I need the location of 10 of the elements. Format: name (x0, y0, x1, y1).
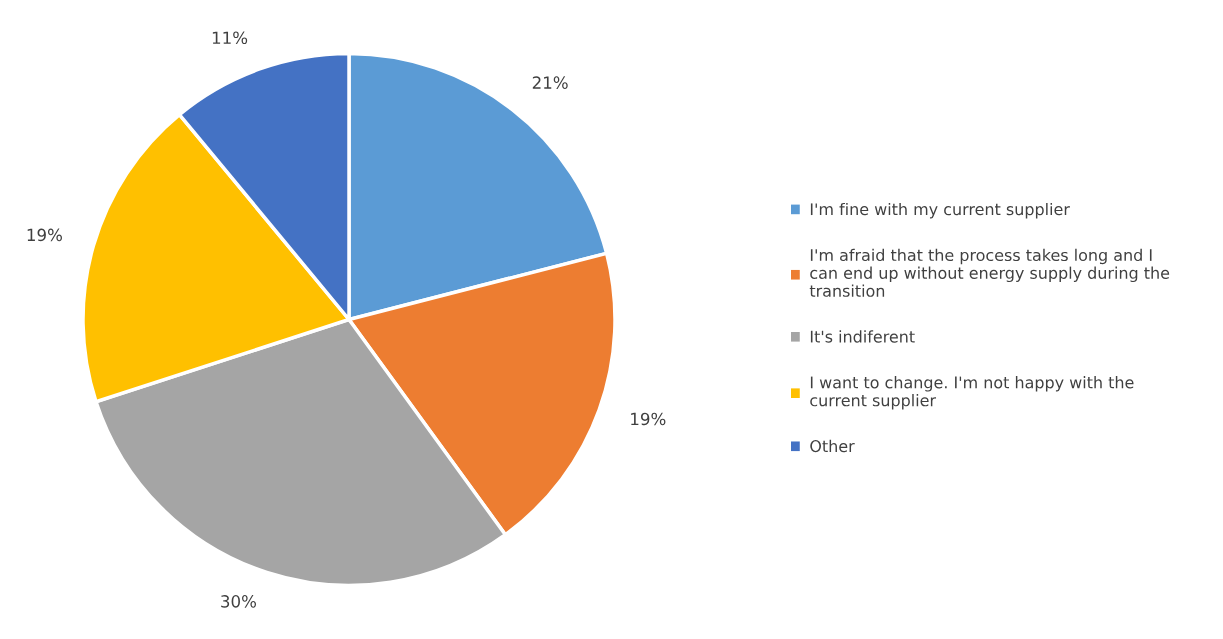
data-label: 19% (27, 228, 62, 242)
data-label: 21% (532, 76, 568, 89)
legend-label: It's indiferent (810, 330, 915, 343)
data-label: 19% (631, 412, 666, 426)
legend-label: Other (810, 439, 855, 453)
legend-label: I'm fine with my current supplier (810, 202, 1070, 219)
legend-label: I want to change. I'm not happy with the current supplier (810, 376, 1134, 410)
data-label: 11% (212, 31, 248, 45)
legend-label: I'm afraid that the process takes long and I can end up without energy supply during the transition (809, 248, 1170, 297)
data-label: 30% (221, 595, 257, 608)
